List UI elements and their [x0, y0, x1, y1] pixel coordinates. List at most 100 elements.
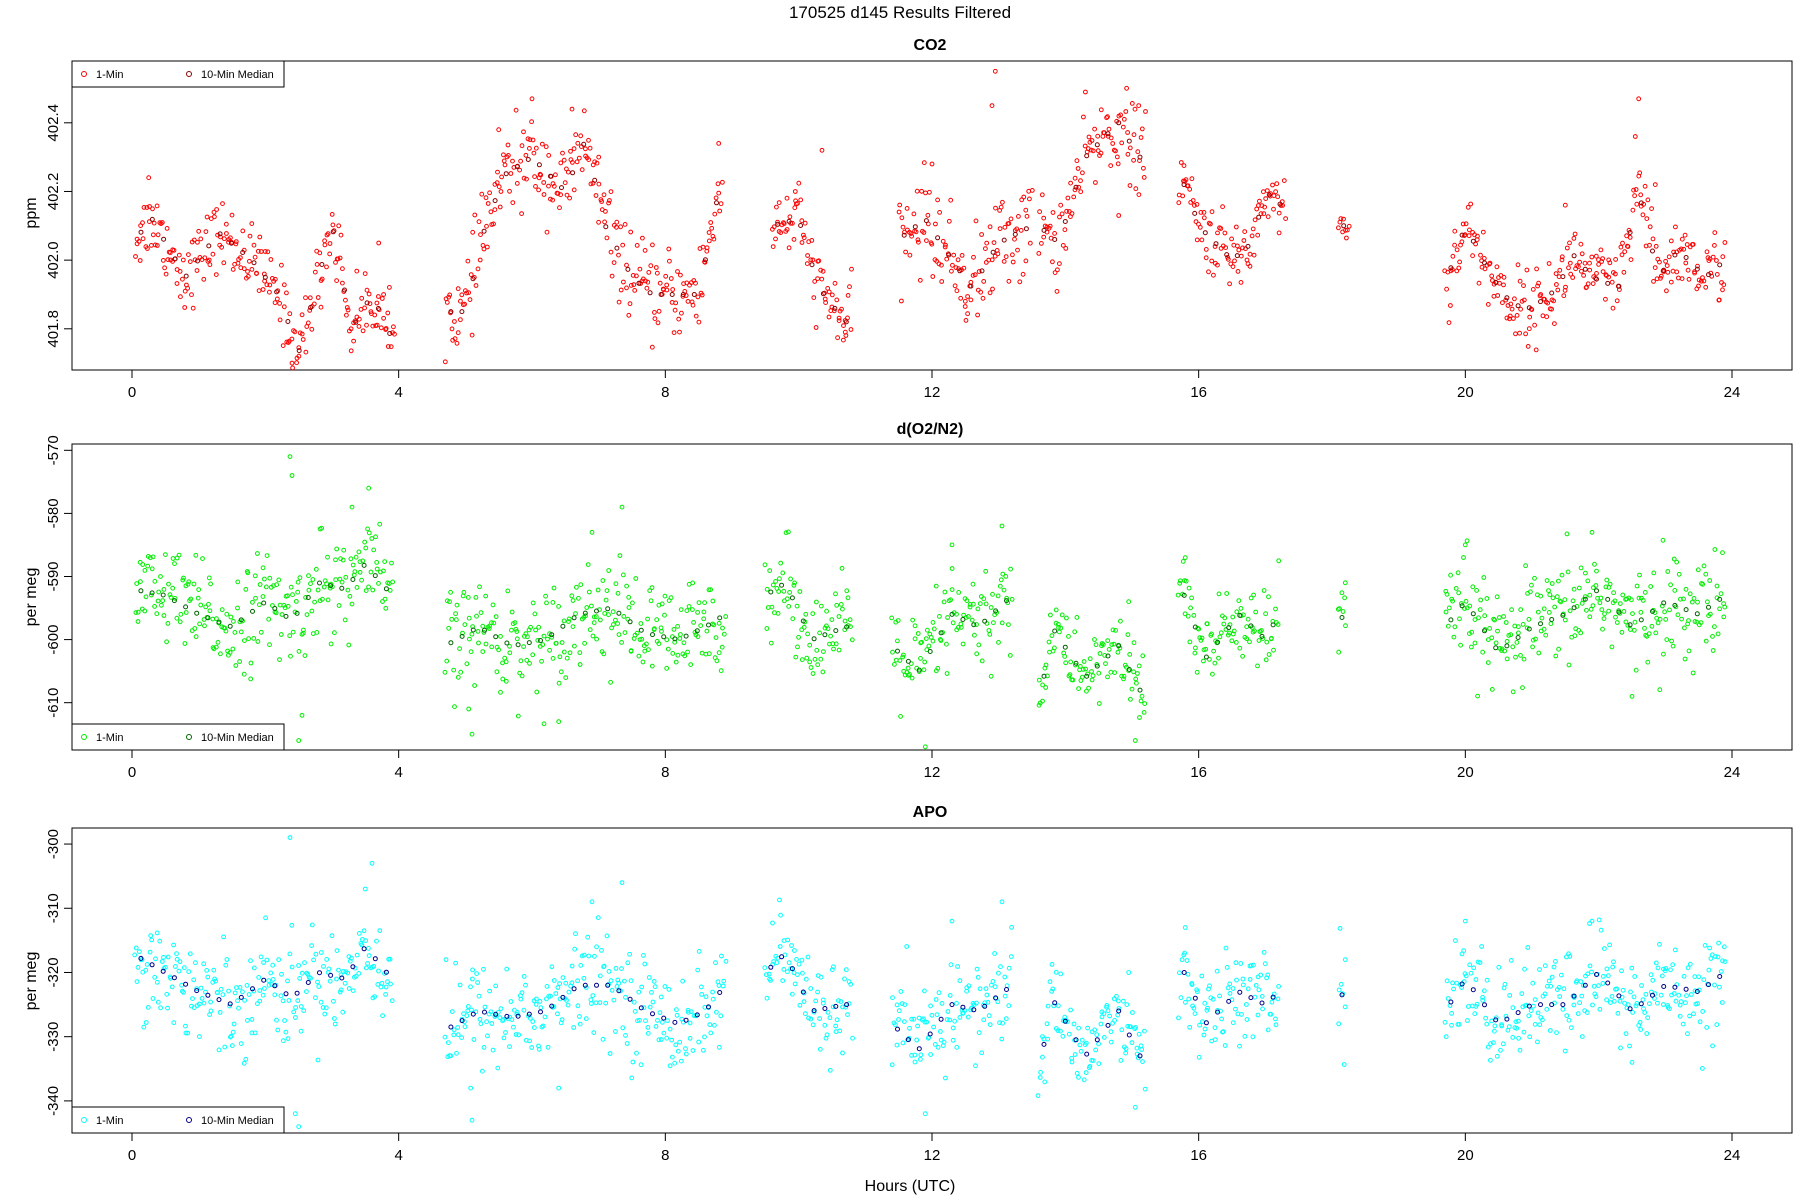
data-point — [153, 956, 158, 962]
data-point — [817, 1016, 822, 1021]
data-point — [1676, 992, 1682, 998]
data-point — [1652, 182, 1658, 188]
data-point — [133, 254, 138, 259]
data-point — [833, 1003, 839, 1009]
data-point — [1110, 141, 1116, 146]
data-point — [1463, 598, 1469, 604]
data-point — [1577, 259, 1582, 265]
data-point — [626, 312, 632, 318]
data-point — [822, 1022, 828, 1028]
data-point — [642, 248, 648, 253]
data-point — [555, 985, 561, 990]
data-point — [491, 620, 497, 626]
data-point — [973, 1063, 978, 1069]
data-point — [803, 611, 809, 617]
data-point — [536, 162, 542, 168]
data-point — [1518, 306, 1523, 312]
data-point — [716, 650, 722, 656]
data-point — [1203, 1020, 1209, 1026]
data-point — [1620, 240, 1625, 246]
data-point — [831, 646, 836, 652]
data-point — [1242, 229, 1248, 235]
data-point — [717, 208, 723, 214]
data-point — [1538, 299, 1543, 305]
data-point — [496, 647, 502, 653]
data-point — [1609, 279, 1615, 285]
data-point — [1448, 572, 1453, 578]
x-tick-label: 12 — [924, 384, 941, 401]
data-point — [1555, 287, 1561, 293]
data-point — [181, 965, 187, 971]
data-point — [977, 601, 983, 606]
data-point — [799, 218, 805, 224]
data-point — [287, 633, 293, 639]
data-point — [1237, 612, 1243, 618]
data-point — [505, 588, 511, 594]
data-point — [1459, 603, 1465, 609]
data-point — [1112, 670, 1118, 675]
data-point — [966, 614, 971, 619]
data-point — [1518, 607, 1524, 612]
data-point — [504, 1013, 510, 1019]
data-point — [503, 1030, 508, 1035]
data-point — [274, 582, 280, 588]
data-point — [1264, 639, 1270, 645]
data-point — [302, 653, 308, 658]
data-point — [1539, 615, 1545, 621]
data-point — [377, 521, 383, 527]
data-point — [473, 595, 479, 600]
data-point — [462, 301, 468, 307]
data-point — [1647, 242, 1652, 248]
data-point — [1627, 1043, 1632, 1049]
data-point — [161, 587, 167, 592]
data-point — [521, 129, 526, 135]
data-point — [1008, 566, 1013, 572]
data-point — [1650, 236, 1656, 242]
data-point — [342, 617, 348, 623]
data-point — [570, 598, 576, 603]
data-point — [216, 619, 222, 625]
data-point — [1198, 210, 1204, 215]
data-point — [1527, 314, 1533, 320]
data-point — [328, 583, 334, 589]
data-point — [218, 234, 223, 240]
data-point — [1057, 261, 1062, 267]
data-point — [1560, 1006, 1566, 1012]
data-point — [1459, 601, 1464, 606]
data-point — [1619, 968, 1624, 974]
data-point — [944, 671, 950, 676]
data-point — [1611, 998, 1617, 1004]
data-point — [497, 1015, 503, 1020]
data-point — [983, 568, 989, 574]
data-point — [183, 273, 189, 279]
data-point — [838, 999, 844, 1004]
data-point — [1043, 685, 1049, 690]
data-point — [1640, 997, 1646, 1002]
data-point — [961, 612, 966, 618]
data-point — [171, 975, 177, 981]
data-point — [213, 272, 219, 278]
data-point — [158, 574, 163, 579]
data-point — [470, 229, 476, 235]
data-point — [1681, 973, 1687, 979]
data-point — [1722, 240, 1728, 245]
data-point — [696, 949, 702, 954]
data-point — [695, 634, 701, 640]
data-point — [1079, 1037, 1085, 1043]
data-point — [999, 1036, 1005, 1042]
data-point — [480, 1068, 485, 1074]
data-point — [1237, 645, 1243, 651]
data-point — [812, 279, 818, 284]
data-point — [818, 267, 824, 273]
data-point — [1687, 961, 1693, 967]
data-point — [1580, 983, 1586, 988]
data-point — [229, 1043, 235, 1049]
data-point — [1717, 262, 1723, 268]
data-point — [248, 958, 253, 964]
data-point — [270, 962, 276, 968]
data-point — [1453, 938, 1458, 943]
data-point — [984, 992, 990, 998]
data-point — [1275, 194, 1281, 200]
data-point — [173, 964, 178, 969]
data-point — [1566, 662, 1572, 668]
